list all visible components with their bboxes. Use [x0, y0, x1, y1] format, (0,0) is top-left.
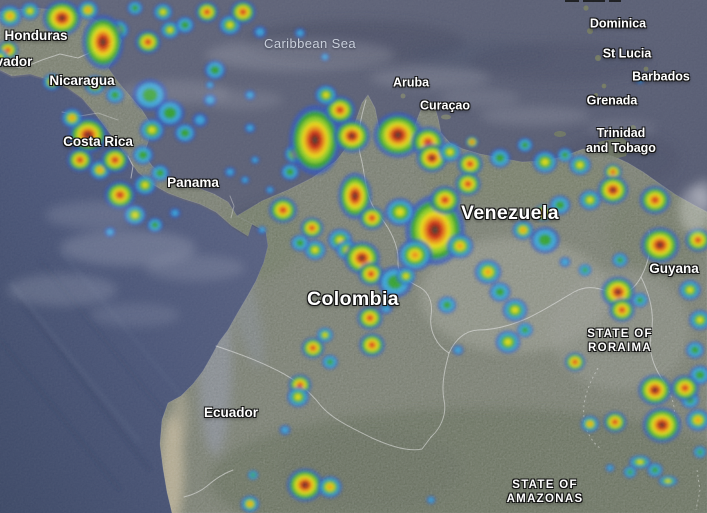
clipped-label-sliver	[583, 0, 605, 2]
clipped-label-sliver	[565, 0, 579, 2]
clipped-label-sliver	[609, 0, 621, 2]
